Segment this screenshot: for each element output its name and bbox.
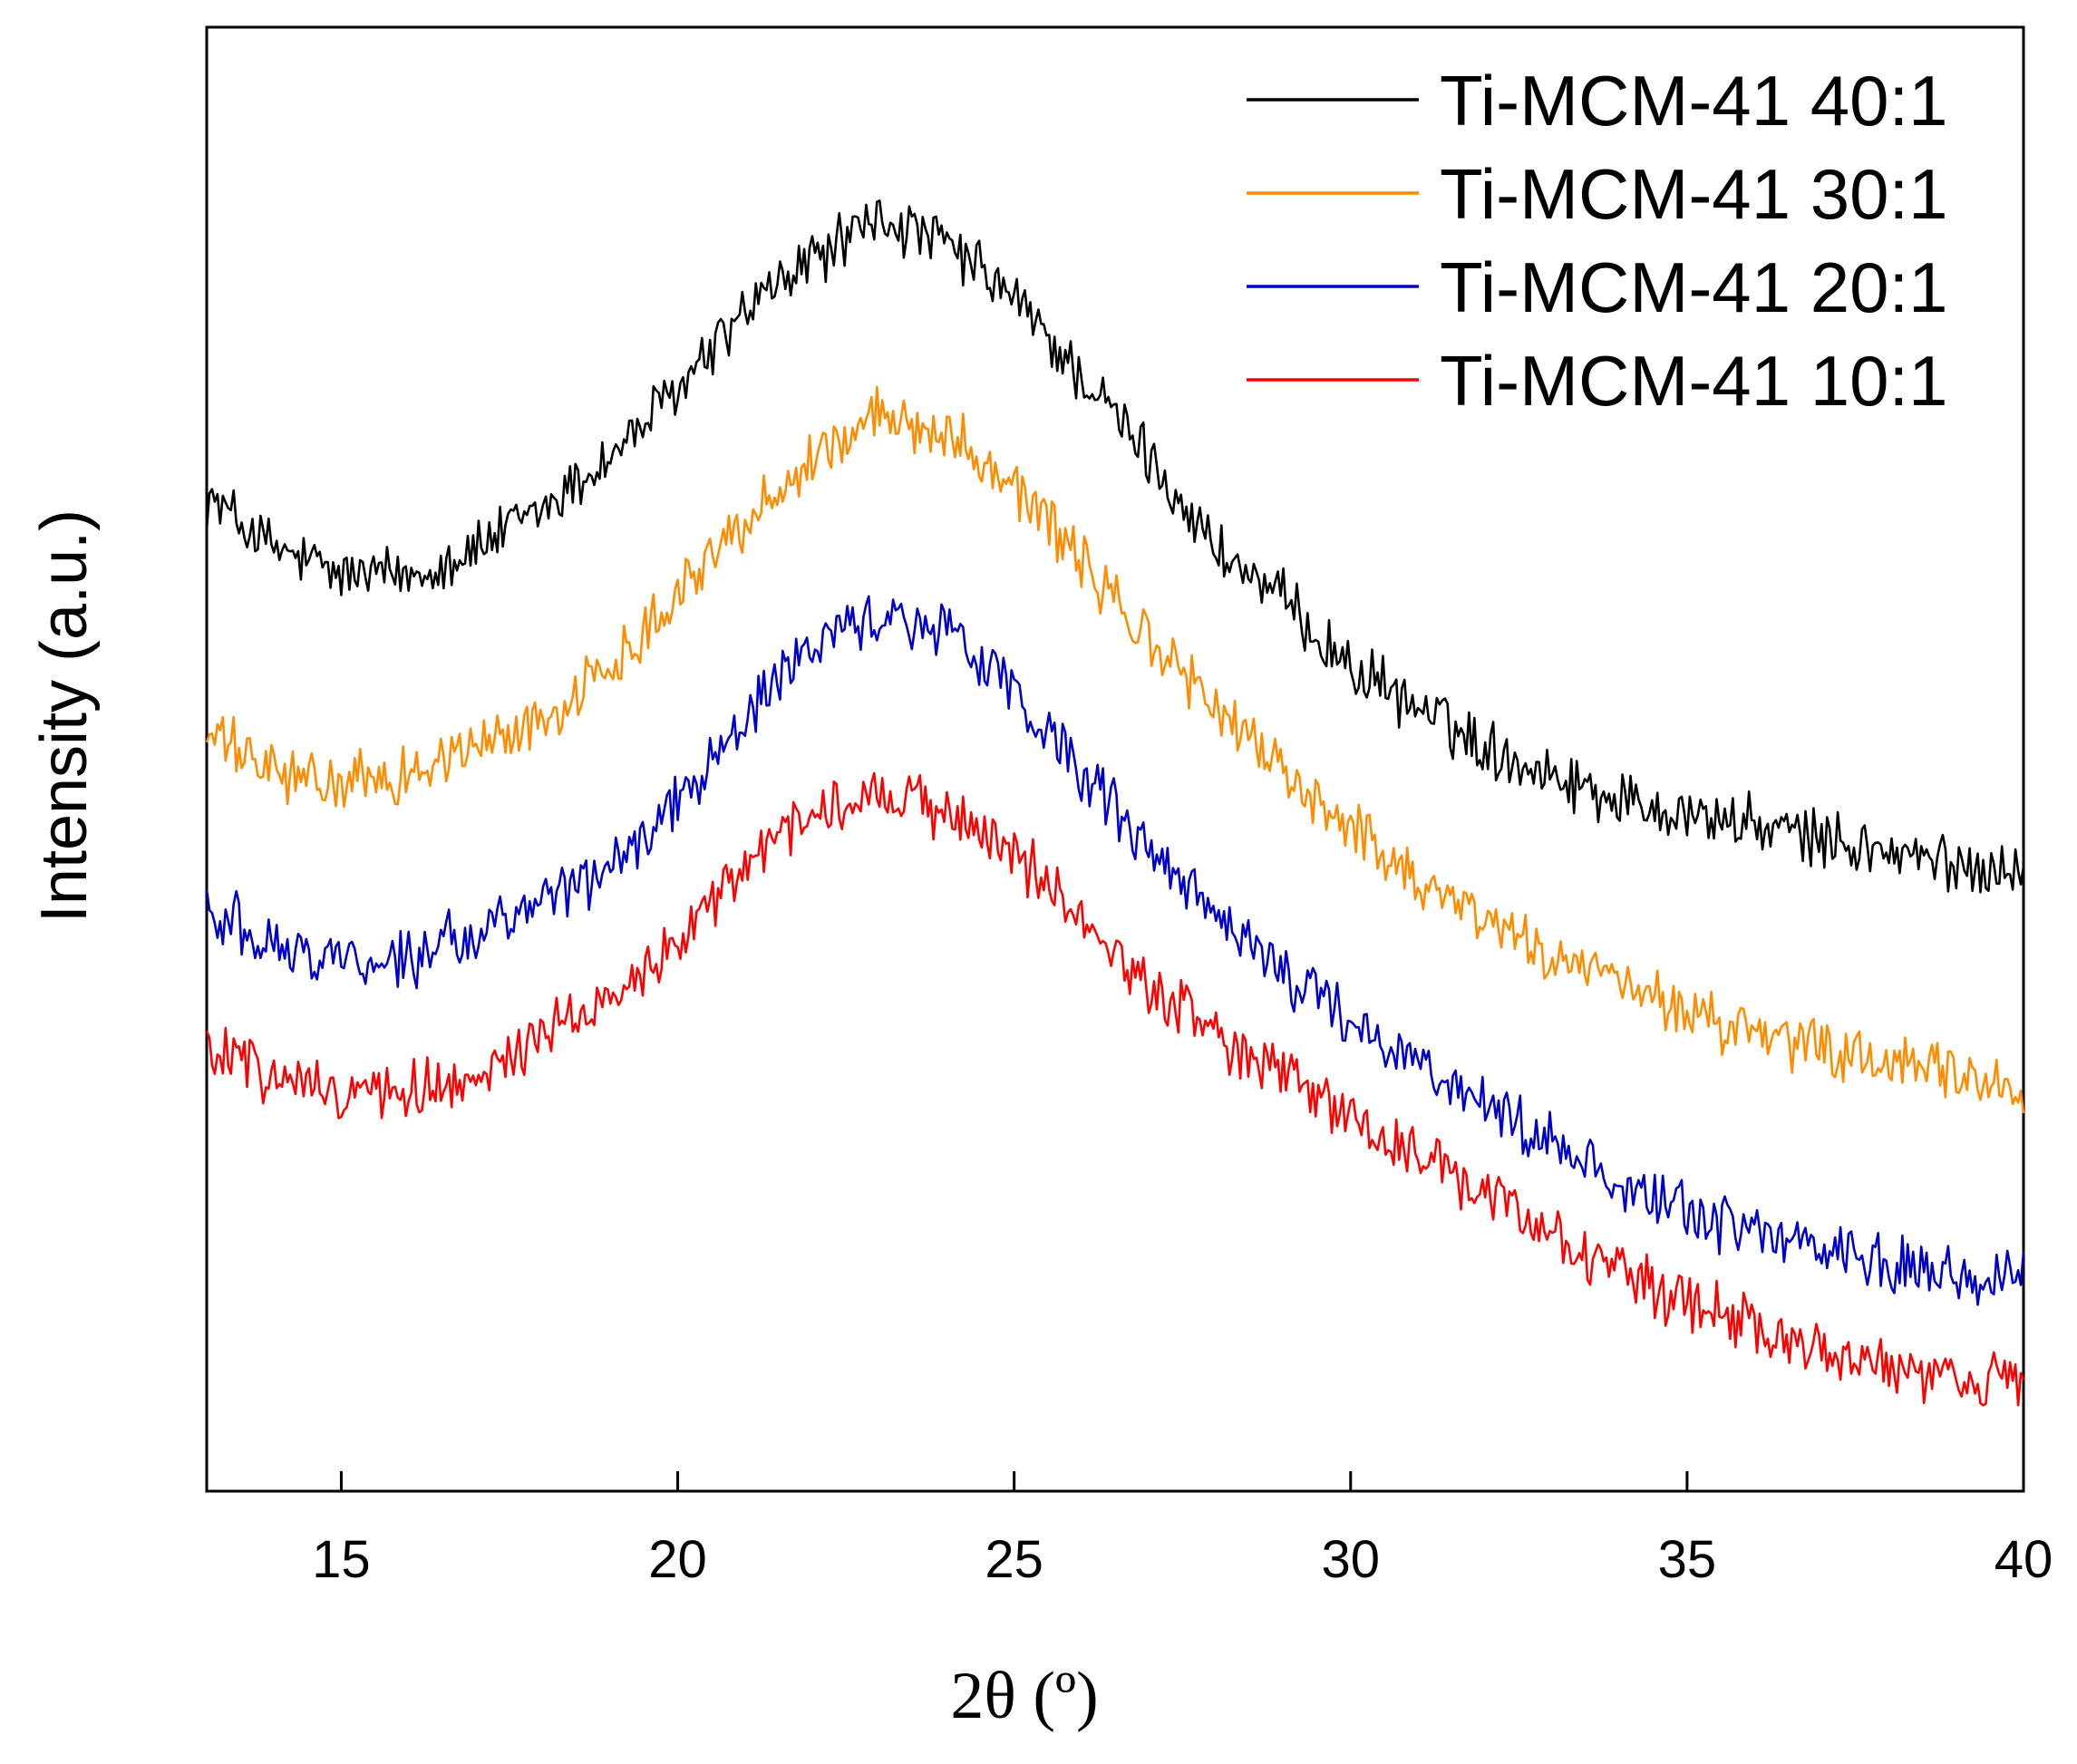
- series-lines: [205, 199, 2025, 1407]
- y-axis-title: Intensity (a.u.): [28, 509, 101, 923]
- x-tick-label: 30: [1322, 1530, 1381, 1589]
- legend-label-4: Ti-MCM-41 10:1: [1440, 341, 1948, 421]
- legend-label-3: Ti-MCM-41 20:1: [1440, 247, 1948, 327]
- x-axis-title: 2θ (º): [950, 1659, 1098, 1733]
- series-line-1: [205, 199, 2025, 894]
- plot-area: [205, 25, 2025, 1493]
- x-tick-label: 25: [985, 1530, 1043, 1589]
- series-line-3: [205, 595, 2025, 1306]
- series-line-2: [205, 385, 2025, 1114]
- x-tick-label: 40: [1995, 1530, 2053, 1589]
- x-tick-label: 15: [312, 1530, 371, 1589]
- x-tick-label: 20: [648, 1530, 707, 1589]
- legend-label-1: Ti-MCM-41 40:1: [1440, 61, 1948, 141]
- plot-frame: [205, 25, 2025, 1493]
- legend-label-2: Ti-MCM-41 30:1: [1440, 154, 1948, 234]
- series-line-4: [205, 771, 2025, 1407]
- x-tick-label: 35: [1658, 1530, 1717, 1589]
- x-axis-ticks: [339, 1471, 2025, 1491]
- x-axis-tick-labels: 15 20 25 30 35 40: [312, 1530, 2053, 1589]
- legend: Ti-MCM-41 40:1 Ti-MCM-41 30:1 Ti-MCM-41 20…: [1247, 61, 1948, 421]
